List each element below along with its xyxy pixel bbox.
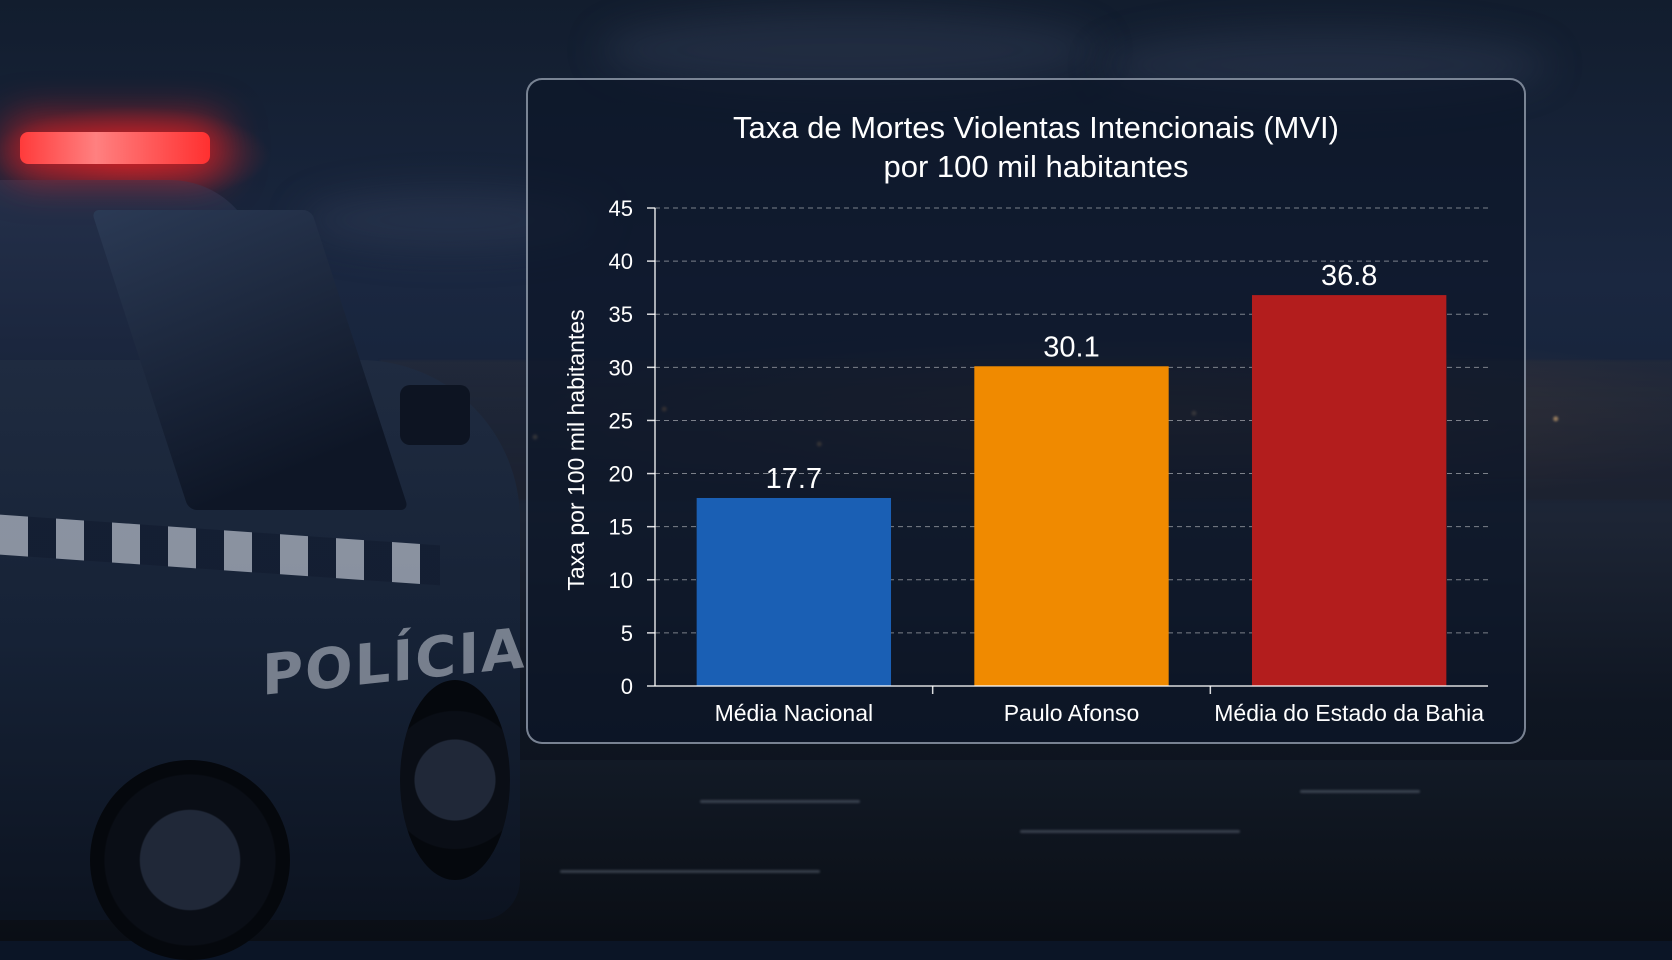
bar-value-label: 17.7 <box>766 463 822 495</box>
chart-title-line-2: por 100 mil habitantes <box>883 149 1188 184</box>
y-axis-ticks: 0 5 10 15 20 25 30 35 40 45 <box>609 196 655 699</box>
bar-chart: Taxa de Mortes Violentas Intencionais (M… <box>563 110 1488 726</box>
y-tick-label: 10 <box>609 568 633 593</box>
y-tick-label: 35 <box>609 302 633 327</box>
bar <box>1251 295 1447 686</box>
y-tick-label: 25 <box>609 408 633 433</box>
category-label: Paulo Afonso <box>1004 700 1140 726</box>
y-tick-label: 40 <box>609 249 633 274</box>
y-tick-label: 0 <box>621 674 633 699</box>
siren-light-icon <box>20 132 210 164</box>
bars <box>696 295 1447 686</box>
data-labels: 17.7 30.1 36.8 <box>766 260 1378 495</box>
street-reflection <box>1020 830 1240 833</box>
y-tick-label: 30 <box>609 355 633 380</box>
y-axis-label: Taxa por 100 mil habitantes <box>563 309 589 590</box>
street-reflection <box>1300 790 1420 793</box>
street-reflection <box>560 870 820 873</box>
bar-value-label: 36.8 <box>1321 260 1377 292</box>
y-tick-label: 20 <box>609 462 633 487</box>
car-wheel <box>90 760 290 960</box>
chart-title-line-1: Taxa de Mortes Violentas Intencionais (M… <box>733 110 1339 145</box>
cloud <box>600 10 1100 90</box>
police-car: POLÍCIA <box>0 60 526 960</box>
y-tick-label: 5 <box>621 621 633 646</box>
category-labels: Média Nacional Paulo Afonso Média do Estad… <box>715 686 1484 726</box>
y-tick-label: 15 <box>609 515 633 540</box>
bar-value-label: 30.1 <box>1043 331 1099 363</box>
car-wheel <box>400 680 510 880</box>
bar <box>974 366 1169 686</box>
chart-panel: Taxa de Mortes Violentas Intencionais (M… <box>526 78 1526 744</box>
side-mirror <box>400 385 470 445</box>
bar <box>696 497 892 686</box>
y-tick-label: 45 <box>609 196 633 221</box>
category-label: Média Nacional <box>715 700 874 726</box>
street-reflection <box>700 800 860 803</box>
category-label: Média do Estado da Bahia <box>1214 700 1484 726</box>
